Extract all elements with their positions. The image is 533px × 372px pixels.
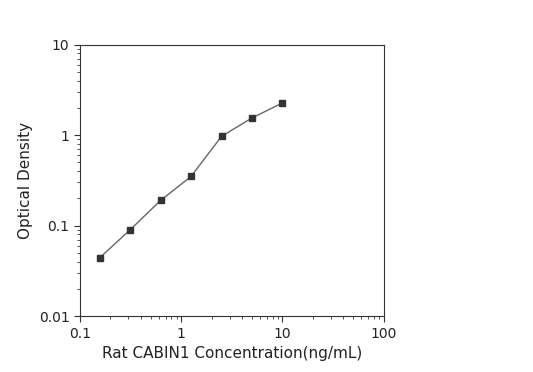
Y-axis label: Optical Density: Optical Density: [18, 122, 33, 239]
X-axis label: Rat CABIN1 Concentration(ng/mL): Rat CABIN1 Concentration(ng/mL): [102, 346, 362, 361]
